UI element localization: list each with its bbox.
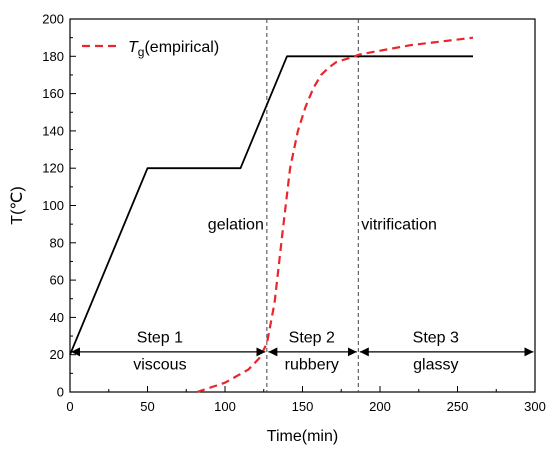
tg-empirical-line [196, 36, 474, 394]
y-tick-label: 40 [50, 310, 64, 325]
legend-label: Tg(empirical) [128, 39, 219, 59]
step-title: Step 3 [413, 330, 459, 347]
x-tick-label: 0 [66, 399, 73, 414]
y-axis-title: T(℃) [9, 186, 26, 224]
step-state: rubbery [285, 357, 339, 374]
legend-suffix: (empirical) [144, 39, 219, 56]
x-tick-label: 250 [447, 399, 469, 414]
x-tick-label: 300 [524, 399, 546, 414]
y-tick-label: 100 [42, 198, 64, 213]
y-tick-label: 180 [42, 49, 64, 64]
x-tick-label: 100 [214, 399, 236, 414]
legend-subscript: g [138, 45, 145, 59]
y-tick-label: 20 [50, 347, 64, 362]
x-axis-title: Time(min) [267, 428, 338, 445]
step-state: glassy [413, 357, 458, 374]
x-tick-label: 50 [140, 399, 154, 414]
x-tick-label: 200 [369, 399, 391, 414]
y-tick-label: 60 [50, 273, 64, 288]
y-tick-label: 0 [57, 385, 64, 400]
step-title: Step 1 [137, 330, 183, 347]
step-title: Step 2 [289, 330, 335, 347]
cure-temperature-line [69, 55, 473, 356]
y-tick-label: 200 [42, 12, 64, 27]
step-state: viscous [133, 357, 186, 374]
y-tick-label: 80 [50, 235, 64, 250]
gelation-label: gelation [208, 217, 264, 234]
x-tick-label: 150 [292, 399, 314, 414]
y-tick-label: 140 [42, 123, 64, 138]
legend-symbol: T [128, 39, 139, 56]
vitrification-label: vitrification [361, 217, 437, 234]
y-tick-label: 160 [42, 86, 64, 101]
plot-area: 0 50 100 150 200 250 300 0 20 40 60 80 100 120 140 160 1… [9, 12, 546, 446]
y-tick-label: 120 [42, 161, 64, 176]
